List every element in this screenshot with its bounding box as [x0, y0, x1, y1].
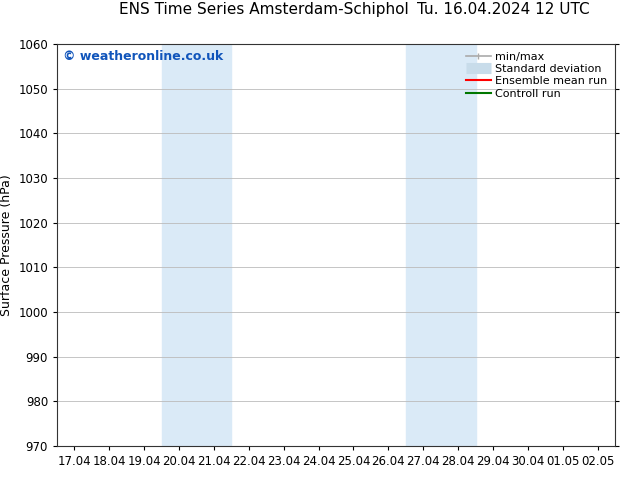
Bar: [162, 44, 231, 446]
Text: © weatheronline.co.uk: © weatheronline.co.uk: [63, 50, 223, 63]
Text: ENS Time Series Amsterdam-Schiphol: ENS Time Series Amsterdam-Schiphol: [119, 2, 408, 18]
Y-axis label: Surface Pressure (hPa): Surface Pressure (hPa): [0, 174, 13, 316]
Bar: [406, 44, 476, 446]
Legend: min/max, Standard deviation, Ensemble mean run, Controll run: min/max, Standard deviation, Ensemble me…: [464, 49, 609, 101]
Text: Tu. 16.04.2024 12 UTC: Tu. 16.04.2024 12 UTC: [417, 2, 590, 18]
